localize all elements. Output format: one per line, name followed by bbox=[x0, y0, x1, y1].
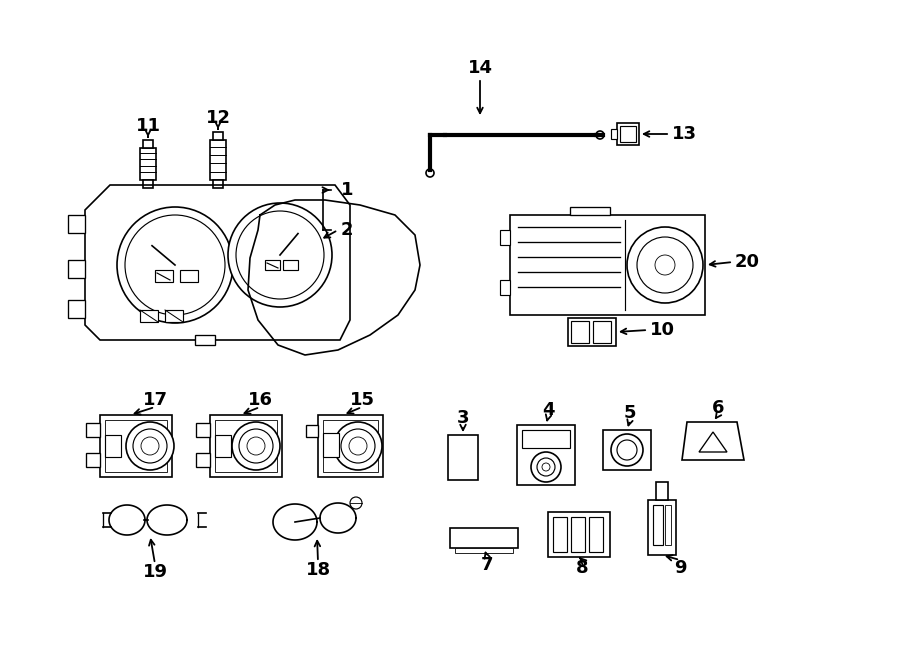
Bar bbox=[450, 528, 518, 548]
Bar bbox=[105, 435, 121, 457]
Bar bbox=[318, 415, 383, 477]
Bar bbox=[215, 420, 277, 472]
Circle shape bbox=[239, 429, 273, 463]
Bar bbox=[648, 500, 676, 555]
Bar bbox=[517, 425, 575, 485]
Circle shape bbox=[531, 452, 561, 482]
Bar bbox=[589, 517, 603, 552]
Text: 4: 4 bbox=[542, 401, 554, 419]
Bar bbox=[553, 517, 567, 552]
Text: 17: 17 bbox=[142, 391, 167, 409]
Text: 13: 13 bbox=[672, 125, 697, 143]
Circle shape bbox=[426, 169, 434, 177]
Bar bbox=[570, 207, 610, 215]
Bar bbox=[548, 512, 610, 557]
Bar bbox=[617, 123, 639, 145]
Circle shape bbox=[141, 437, 159, 455]
Bar bbox=[143, 140, 153, 148]
Circle shape bbox=[341, 429, 375, 463]
Bar bbox=[210, 140, 226, 180]
Circle shape bbox=[126, 422, 174, 470]
Bar bbox=[140, 148, 156, 180]
Bar bbox=[455, 548, 513, 553]
Text: 3: 3 bbox=[456, 409, 469, 427]
Circle shape bbox=[349, 437, 367, 455]
Text: 1: 1 bbox=[341, 181, 354, 199]
Bar bbox=[100, 415, 172, 477]
Bar bbox=[105, 420, 167, 472]
Text: 2: 2 bbox=[341, 221, 354, 239]
Bar bbox=[620, 126, 636, 142]
Text: 16: 16 bbox=[248, 391, 273, 409]
Bar bbox=[522, 430, 570, 448]
Bar bbox=[323, 420, 378, 472]
Circle shape bbox=[611, 434, 643, 466]
Text: 6: 6 bbox=[712, 399, 724, 417]
Circle shape bbox=[232, 422, 280, 470]
Circle shape bbox=[350, 497, 362, 509]
Bar bbox=[210, 415, 282, 477]
Bar bbox=[653, 505, 663, 545]
Bar bbox=[283, 260, 298, 270]
Bar bbox=[213, 180, 223, 188]
Bar bbox=[155, 270, 173, 282]
Circle shape bbox=[655, 255, 675, 275]
Circle shape bbox=[236, 211, 324, 299]
Bar bbox=[68, 260, 85, 278]
Bar bbox=[86, 453, 100, 467]
Text: 20: 20 bbox=[735, 253, 760, 271]
Text: 11: 11 bbox=[136, 117, 160, 135]
Text: 10: 10 bbox=[650, 321, 675, 339]
Text: 8: 8 bbox=[576, 559, 589, 577]
Circle shape bbox=[125, 215, 225, 315]
Bar bbox=[165, 310, 183, 322]
Bar bbox=[143, 180, 153, 188]
Text: 15: 15 bbox=[349, 391, 374, 409]
Text: 12: 12 bbox=[205, 109, 230, 127]
Bar bbox=[140, 310, 158, 322]
Circle shape bbox=[637, 237, 693, 293]
Text: 9: 9 bbox=[674, 559, 686, 577]
Circle shape bbox=[228, 203, 332, 307]
Bar bbox=[265, 260, 280, 270]
Bar bbox=[180, 270, 198, 282]
Bar bbox=[571, 321, 589, 343]
Bar bbox=[323, 433, 339, 457]
Bar bbox=[568, 318, 616, 346]
Text: 18: 18 bbox=[305, 561, 330, 579]
Bar bbox=[213, 132, 223, 140]
Circle shape bbox=[117, 207, 233, 323]
Bar bbox=[500, 230, 510, 245]
Text: 7: 7 bbox=[481, 556, 493, 574]
Text: 14: 14 bbox=[467, 59, 492, 77]
Circle shape bbox=[542, 463, 550, 471]
Circle shape bbox=[537, 458, 555, 476]
Bar bbox=[603, 430, 651, 470]
Text: 5: 5 bbox=[624, 404, 636, 422]
Bar bbox=[571, 517, 585, 552]
Circle shape bbox=[627, 227, 703, 303]
Bar bbox=[68, 300, 85, 318]
Bar bbox=[593, 321, 611, 343]
Bar bbox=[611, 129, 617, 139]
Circle shape bbox=[596, 131, 604, 139]
Circle shape bbox=[247, 437, 265, 455]
Bar bbox=[195, 335, 215, 345]
Bar bbox=[196, 453, 210, 467]
Circle shape bbox=[334, 422, 382, 470]
Text: 19: 19 bbox=[142, 563, 167, 581]
Circle shape bbox=[133, 429, 167, 463]
Bar bbox=[665, 505, 671, 545]
Bar bbox=[500, 280, 510, 295]
Bar bbox=[68, 215, 85, 233]
Circle shape bbox=[617, 440, 637, 460]
Bar bbox=[656, 482, 668, 500]
Bar bbox=[510, 215, 705, 315]
Bar bbox=[215, 435, 231, 457]
Bar bbox=[448, 435, 478, 480]
Bar bbox=[306, 425, 318, 437]
Bar bbox=[86, 423, 100, 437]
Bar bbox=[196, 423, 210, 437]
